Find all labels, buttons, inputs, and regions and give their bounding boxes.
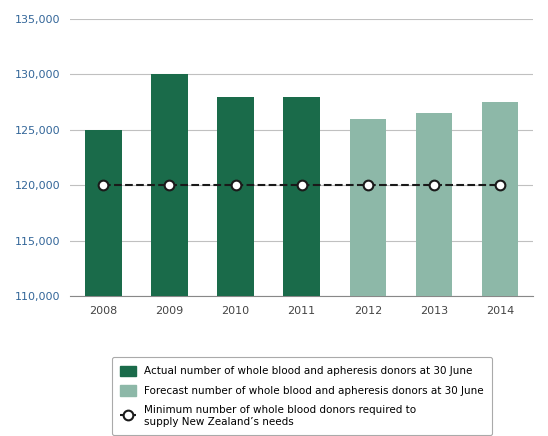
Bar <box>151 75 187 436</box>
Bar <box>283 97 320 436</box>
Bar <box>350 119 386 436</box>
Bar <box>85 130 122 436</box>
Bar <box>416 113 452 436</box>
Bar <box>218 97 254 436</box>
Bar <box>482 102 518 436</box>
Legend: Actual number of whole blood and apheresis donors at 30 June, Forecast number of: Actual number of whole blood and apheres… <box>112 357 492 435</box>
